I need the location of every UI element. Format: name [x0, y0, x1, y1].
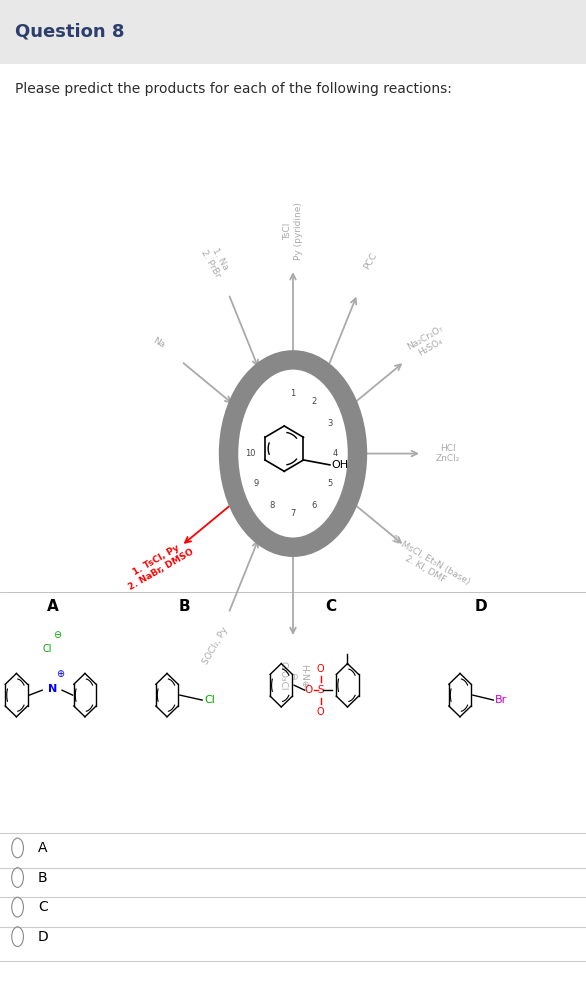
- Text: ⊖: ⊖: [53, 630, 62, 640]
- Text: Br: Br: [495, 695, 507, 705]
- Text: 3: 3: [327, 419, 332, 428]
- Text: A: A: [38, 841, 47, 855]
- Text: A: A: [47, 599, 59, 614]
- Text: Cl: Cl: [204, 695, 215, 705]
- Text: 4: 4: [333, 449, 338, 458]
- Text: 9: 9: [254, 479, 259, 488]
- Text: 1. MsCl, Et₃N (base)
2. KI, DMF: 1. MsCl, Et₃N (base) 2. KI, DMF: [384, 533, 471, 596]
- Text: 1. TsCl, Py
2. NaBr, DMSO: 1. TsCl, Py 2. NaBr, DMSO: [122, 537, 195, 592]
- Text: TsCl
Py (pyridine): TsCl Py (pyridine): [283, 202, 303, 260]
- Text: 5: 5: [327, 479, 332, 488]
- Text: OH: OH: [331, 459, 348, 470]
- Text: Question 8: Question 8: [15, 23, 124, 40]
- Text: PCC: PCC: [362, 251, 379, 271]
- Ellipse shape: [229, 360, 357, 547]
- FancyBboxPatch shape: [0, 0, 586, 64]
- Text: B: B: [38, 871, 47, 884]
- Text: 1. Na
2. PrBr: 1. Na 2. PrBr: [199, 244, 231, 279]
- Text: 1: 1: [291, 388, 295, 397]
- Text: 2: 2: [312, 396, 316, 406]
- Text: H-N⊕
⊖
CrO₃Cl: H-N⊕ ⊖ CrO₃Cl: [278, 661, 308, 690]
- Text: ⊕: ⊕: [56, 669, 64, 679]
- Text: D: D: [38, 930, 49, 944]
- Text: 8: 8: [269, 501, 275, 511]
- Text: HCl
ZnCl₂: HCl ZnCl₂: [436, 444, 461, 463]
- Text: SOCl₂, Py: SOCl₂, Py: [201, 626, 230, 667]
- Text: 10: 10: [246, 449, 256, 458]
- Text: Na₂Cr₂O₇
H₂SO₄: Na₂Cr₂O₇ H₂SO₄: [406, 324, 449, 361]
- Text: B: B: [179, 599, 190, 614]
- Text: D: D: [474, 599, 487, 614]
- Text: C: C: [38, 900, 48, 914]
- Text: Cl: Cl: [42, 644, 52, 654]
- Text: O: O: [305, 685, 313, 695]
- Text: N: N: [48, 684, 57, 694]
- Text: 7: 7: [290, 510, 296, 519]
- Text: Na: Na: [151, 335, 166, 349]
- Text: O: O: [316, 664, 325, 673]
- Text: S: S: [317, 685, 324, 695]
- Text: 6: 6: [311, 501, 317, 511]
- Text: Please predict the products for each of the following reactions:: Please predict the products for each of …: [15, 82, 452, 96]
- Text: C: C: [326, 599, 336, 614]
- Text: O: O: [316, 707, 325, 717]
